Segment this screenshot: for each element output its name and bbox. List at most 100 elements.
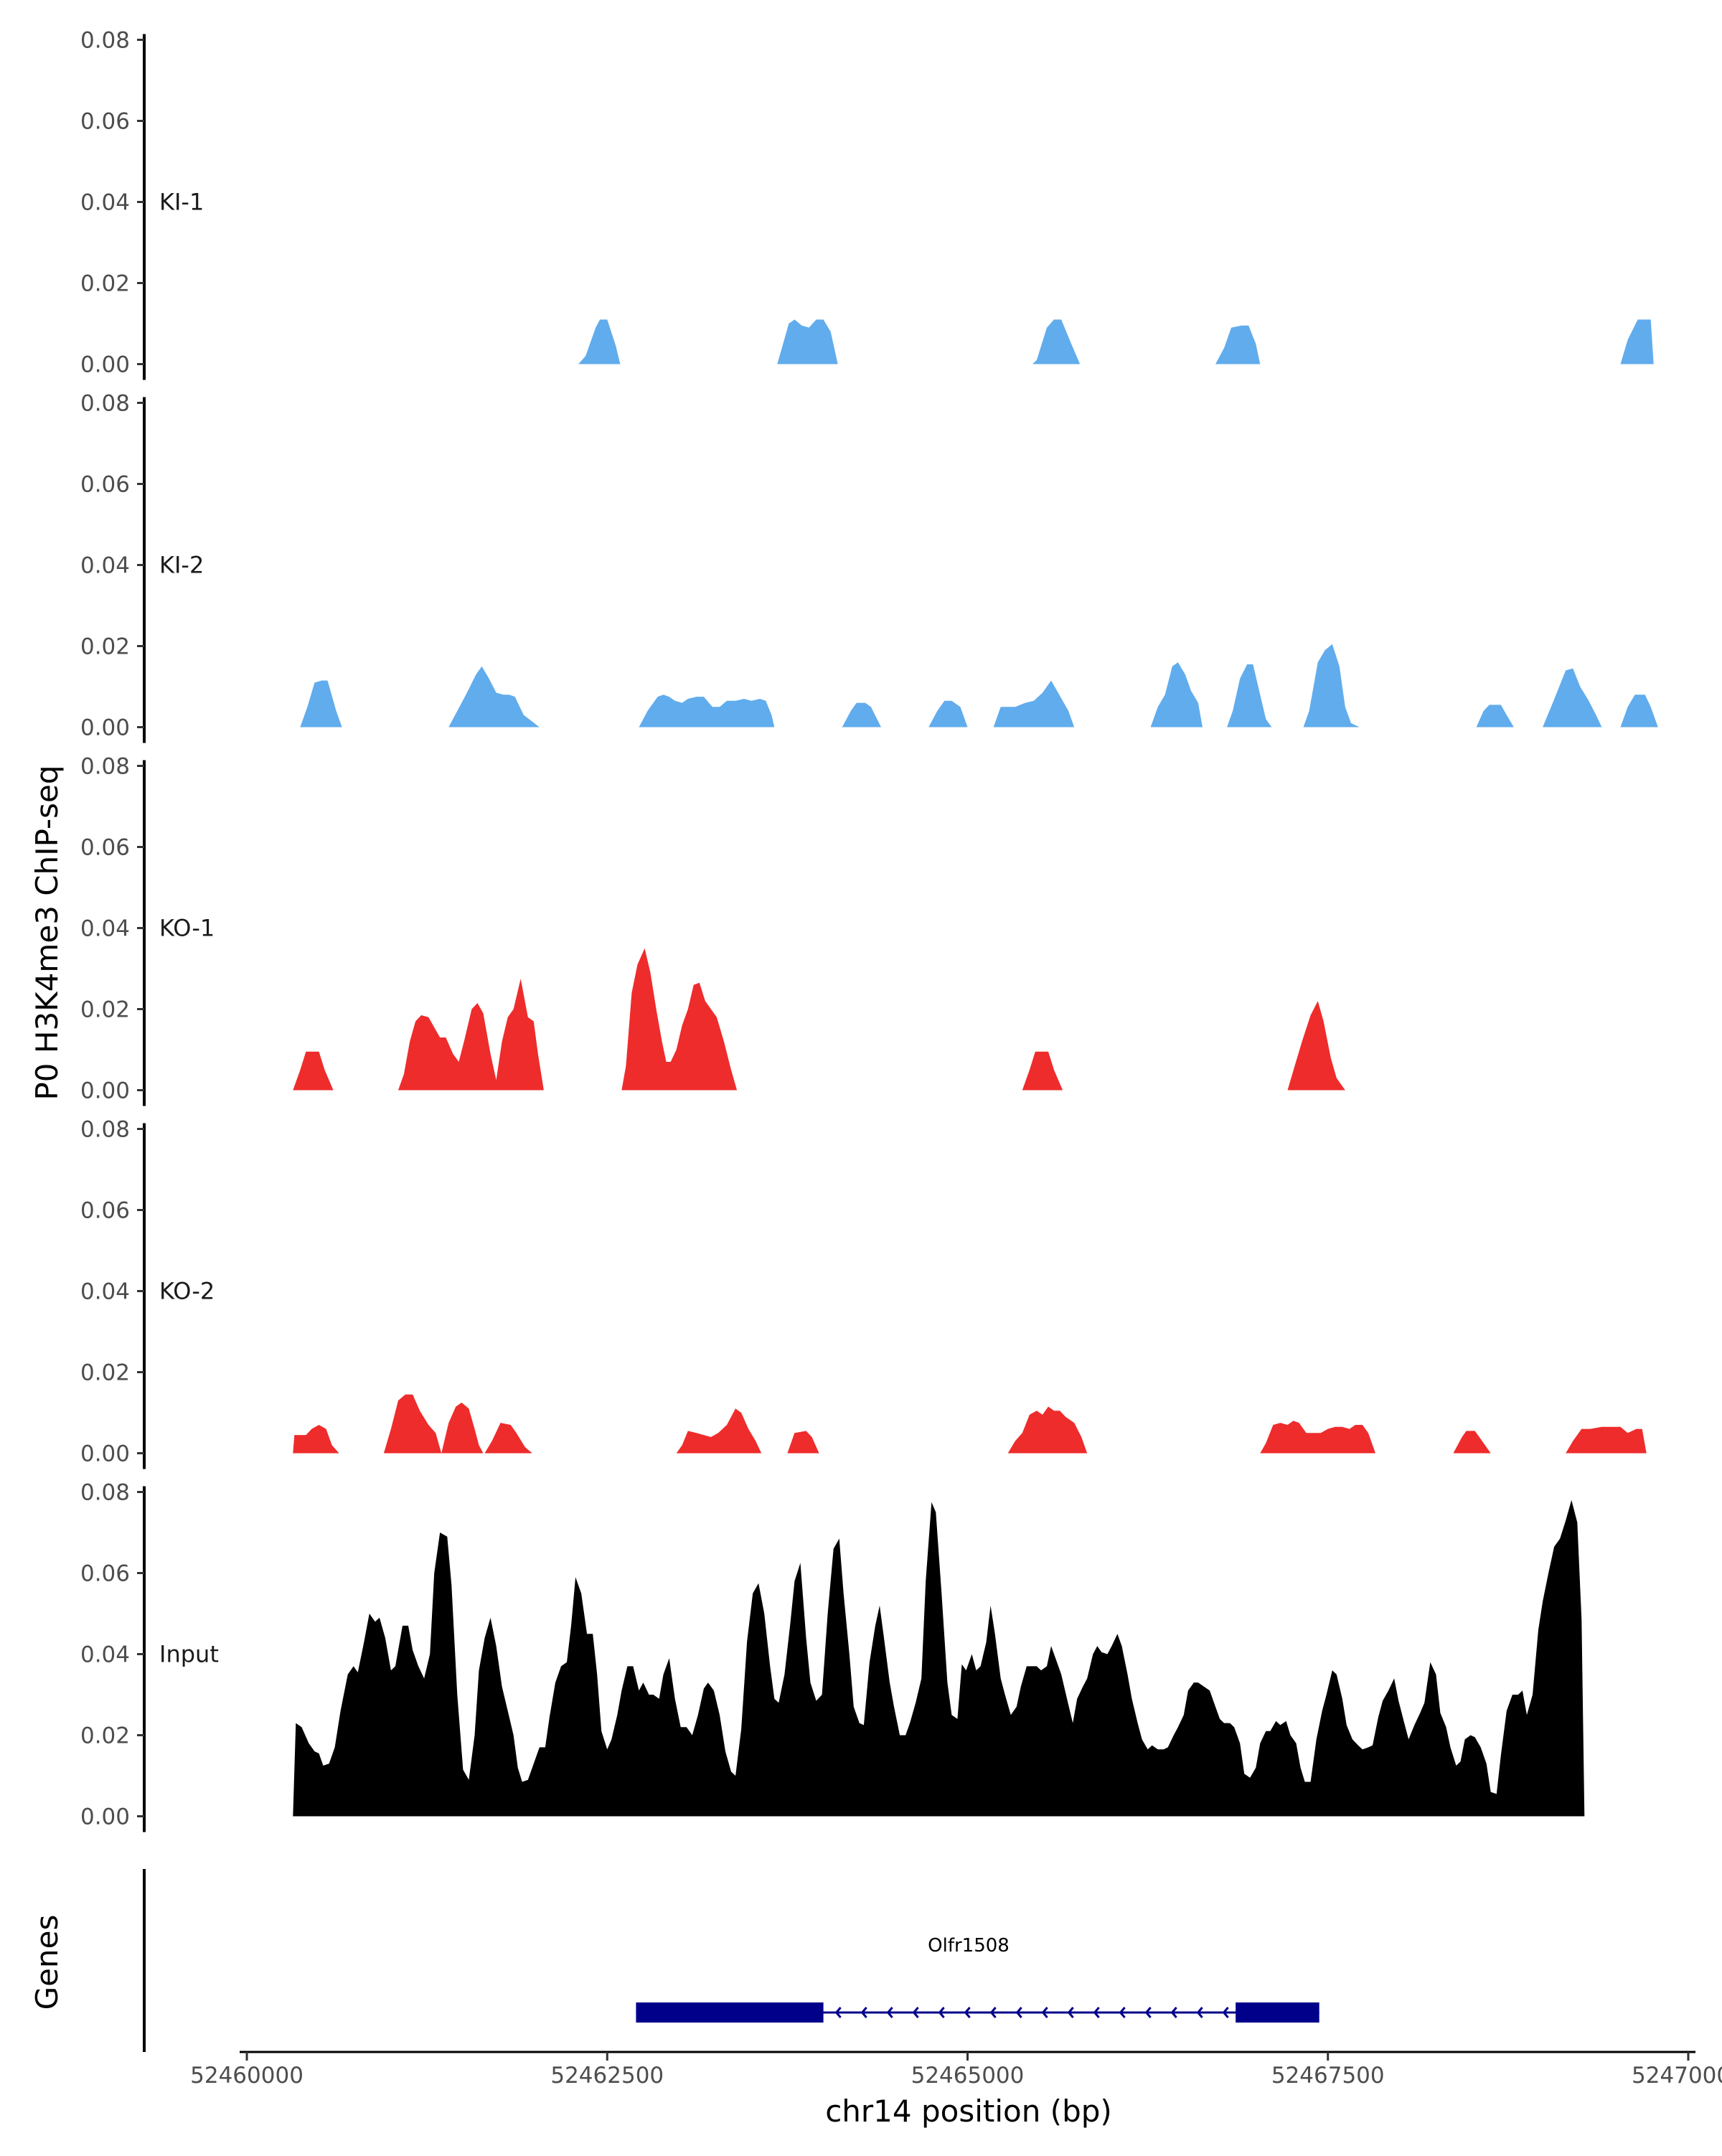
- signal-peak-ko-1: [1022, 1051, 1063, 1091]
- gene-strand-arrow: [860, 2007, 867, 2018]
- signal-peak-ko-2: [1007, 1406, 1088, 1454]
- y-tick-label-input: 0.02: [80, 1723, 130, 1749]
- track-panel-ko-1: 0.00 0.02 0.04 0.06 0.08 KO-1: [80, 754, 1345, 1106]
- signal-peak-ko-2: [787, 1431, 819, 1454]
- y-tick-label-ko-2: 0.08: [80, 1117, 130, 1143]
- signal-peak-ko-2: [1566, 1426, 1647, 1454]
- signal-peak-ki-2: [1303, 644, 1360, 728]
- y-axis-title: P0 H3K4me3 ChIP-seq: [29, 765, 65, 1100]
- signal-peak-ki-1: [1032, 319, 1081, 364]
- signal-peak-ko-1: [1287, 1001, 1345, 1091]
- y-tick-label-ki-1: 0.04: [80, 190, 130, 216]
- x-tick-label: 52460000: [190, 2063, 304, 2089]
- x-tick-label: 52467500: [1271, 2063, 1385, 2089]
- signal-peak-ko-2: [1453, 1431, 1491, 1454]
- y-tick-label-ko-1: 0.02: [80, 997, 130, 1023]
- track-panel-input: 0.00 0.02 0.04 0.06 0.08 Input: [80, 1480, 1585, 1832]
- y-tick-label-ko-1: 0.04: [80, 916, 130, 942]
- y-tick-label-ki-2: 0.04: [80, 553, 130, 579]
- gene-strand-arrow: [1041, 2007, 1048, 2018]
- y-tick-label-ko-2: 0.02: [80, 1360, 130, 1386]
- signal-peak-ko-2: [484, 1423, 532, 1454]
- y-tick-label-ki-2: 0.00: [80, 715, 130, 741]
- signal-peak-ki-2: [928, 700, 968, 728]
- track-label-input: Input: [159, 1641, 219, 1668]
- signal-peak-ki-2: [448, 666, 540, 728]
- genes-panel: Olfr1508: [143, 1869, 1319, 2052]
- gene-model: [636, 2002, 1319, 2023]
- signal-peak-ki-1: [1215, 325, 1261, 364]
- track-panel-ko-2: 0.00 0.02 0.04 0.06 0.08 KO-2: [80, 1117, 1647, 1469]
- x-ticks: 52460000 52462500 52465000 52467500 52470000: [190, 2052, 1722, 2089]
- gene-strand-arrow: [989, 2007, 997, 2018]
- signal-peak-ko-1: [621, 948, 738, 1091]
- signal-peak-ko-2: [676, 1408, 762, 1454]
- track-panel-ki-1: 0.00 0.02 0.04 0.06 0.08 KI-1: [80, 28, 1654, 380]
- signal-peak-ko-1: [293, 1051, 334, 1091]
- gene-strand-arrow: [964, 2007, 971, 2018]
- signal-peak-ki-2: [1227, 664, 1272, 728]
- signal-peak-ko-2: [383, 1394, 442, 1454]
- x-axis-title: chr14 position (bp): [825, 2094, 1112, 2129]
- y-tick-label-input: 0.08: [80, 1480, 130, 1506]
- y-tick-label-ki-1: 0.00: [80, 352, 130, 378]
- gene-strand-arrow: [886, 2007, 893, 2018]
- y-tick-label-input: 0.00: [80, 1804, 130, 1830]
- gene-name-label: Olfr1508: [928, 1935, 1010, 1957]
- signal-peak-ki-2: [300, 680, 342, 728]
- y-tick-label-ki-2: 0.02: [80, 634, 130, 660]
- gene-strand-arrow: [1170, 2007, 1177, 2018]
- signal-peak-ki-2: [1620, 695, 1658, 728]
- y-tick-label-input: 0.06: [80, 1561, 130, 1587]
- signal-peak-ki-1: [777, 319, 838, 364]
- track-label-ki-2: KI-2: [159, 552, 204, 579]
- gene-strand-arrow: [834, 2007, 842, 2018]
- signal-peak-ki-2: [639, 695, 775, 728]
- gene-strand-arrow: [1119, 2007, 1126, 2018]
- signal-peak-ko-2: [293, 1425, 339, 1454]
- signal-peak-ki-2: [993, 680, 1075, 728]
- y-tick-label-ko-1: 0.08: [80, 754, 130, 780]
- gene-strand-arrow: [1144, 2007, 1152, 2018]
- gene-strand-arrow: [1067, 2007, 1074, 2018]
- track-label-ko-2: KO-2: [159, 1278, 215, 1305]
- gene-strand-arrow: [1093, 2007, 1100, 2018]
- gene-strand-arrow: [938, 2007, 945, 2018]
- y-tick-label-input: 0.04: [80, 1642, 130, 1668]
- y-tick-label-ki-1: 0.02: [80, 271, 130, 297]
- gene-strand-arrow: [912, 2007, 919, 2018]
- signal-peak-ki-2: [1476, 705, 1514, 728]
- tracks-layer: 0.00 0.02 0.04 0.06 0.08 KI-1 0.00 0.02 0.04 0.06…: [80, 28, 1658, 1832]
- gene-exon-block: [636, 2002, 824, 2023]
- x-tick-label: 52462500: [550, 2063, 664, 2089]
- x-axis: 52460000 52462500 52465000 52467500 52470000: [190, 2051, 1722, 2089]
- y-tick-label-ki-2: 0.06: [80, 472, 130, 498]
- signal-peak-input: [293, 1500, 1585, 1817]
- track-panel-ki-2: 0.00 0.02 0.04 0.06 0.08 KI-2: [80, 391, 1658, 743]
- signal-peak-ki-1: [578, 319, 621, 364]
- gene-strand-arrow: [1222, 2007, 1229, 2018]
- y-tick-label-ki-1: 0.08: [80, 28, 130, 54]
- signal-peak-ki-2: [1150, 662, 1203, 728]
- signal-peak-ki-1: [1620, 319, 1654, 364]
- signal-peak-ki-2: [1543, 668, 1602, 728]
- signal-peak-ko-2: [441, 1402, 484, 1454]
- y-tick-label-ko-2: 0.06: [80, 1198, 130, 1224]
- signal-peak-ko-1: [398, 979, 544, 1091]
- gene-strand-arrow: [1015, 2007, 1022, 2018]
- y-tick-label-ko-1: 0.06: [80, 835, 130, 861]
- signal-peak-ko-2: [1260, 1421, 1375, 1454]
- y-tick-label-ko-2: 0.04: [80, 1279, 130, 1305]
- x-tick-label: 52465000: [911, 2063, 1025, 2089]
- x-tick-label: 52470000: [1632, 2063, 1722, 2089]
- genes-axis-title: Genes: [29, 1915, 65, 2010]
- track-label-ko-1: KO-1: [159, 915, 215, 942]
- gene-strand-arrow: [1196, 2007, 1203, 2018]
- y-tick-label-ki-2: 0.08: [80, 391, 130, 417]
- track-label-ki-1: KI-1: [159, 189, 204, 216]
- signal-peak-ki-2: [842, 702, 881, 728]
- y-tick-label-ko-1: 0.00: [80, 1078, 130, 1104]
- gene-exon-block: [1236, 2002, 1319, 2023]
